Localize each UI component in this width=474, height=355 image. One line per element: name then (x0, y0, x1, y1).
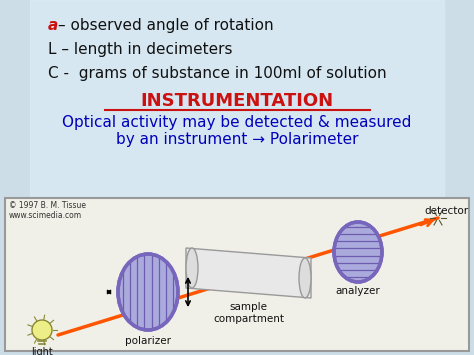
Text: light
source: light source (26, 347, 58, 355)
Text: analyzer: analyzer (336, 286, 380, 296)
Text: © 1997 B. M. Tissue
www.scimedia.com: © 1997 B. M. Tissue www.scimedia.com (9, 201, 86, 220)
Ellipse shape (299, 258, 311, 298)
Text: detector: detector (424, 206, 468, 216)
Bar (5, 198, 469, 351)
Ellipse shape (118, 254, 178, 330)
Text: Optical activity may be detected & measured
by an instrument → Polarimeter: Optical activity may be detected & measu… (62, 115, 412, 147)
Text: sample
compartment: sample compartment (213, 302, 284, 324)
Text: a: a (48, 18, 58, 33)
Ellipse shape (186, 248, 198, 288)
Text: C -  grams of substance in 100ml of solution: C - grams of substance in 100ml of solut… (48, 66, 387, 81)
Ellipse shape (32, 320, 52, 340)
Text: L – length in decimeters: L – length in decimeters (48, 42, 233, 57)
Polygon shape (186, 248, 311, 298)
Ellipse shape (334, 222, 382, 282)
Bar (30, 0, 444, 200)
Text: INSTRUMENTATION: INSTRUMENTATION (140, 92, 334, 110)
Text: – observed angle of rotation: – observed angle of rotation (58, 18, 273, 33)
Text: polarizer: polarizer (125, 336, 171, 346)
